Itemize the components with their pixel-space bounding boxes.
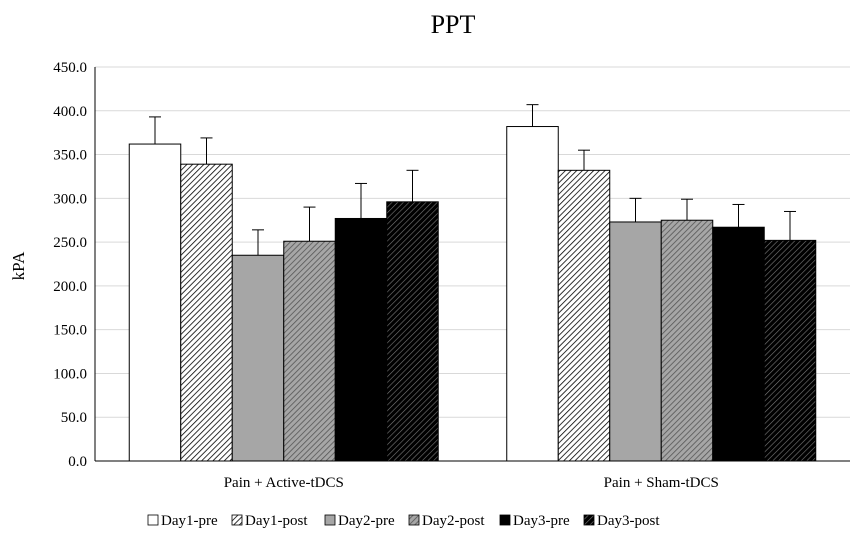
- legend-swatch: [147, 514, 159, 526]
- chart-title: PPT: [431, 10, 476, 39]
- bar-day2-post: [660, 219, 714, 462]
- bar-day3-post: [763, 239, 817, 462]
- category-labels: Pain + Active-tDCS Pain + Sham-tDCS: [224, 475, 719, 491]
- legend-entry: Day1-post: [245, 513, 308, 529]
- y-tick-label: 0.0: [68, 454, 87, 470]
- legend-swatch: [499, 514, 511, 526]
- category-label: Pain + Active-tDCS: [224, 475, 344, 491]
- y-tick-label: 400.0: [53, 104, 87, 120]
- legend-entry: Day2-pre: [338, 513, 395, 529]
- y-tick-label: 300.0: [53, 191, 87, 207]
- y-tick-label: 250.0: [53, 235, 87, 251]
- y-tick-label: 200.0: [53, 279, 87, 295]
- bar-day3-pre: [712, 226, 765, 462]
- bar-day1-pre: [128, 143, 182, 462]
- legend-swatch: [583, 514, 595, 526]
- bar-day1-post: [557, 169, 611, 462]
- y-tick-label: 50.0: [61, 410, 87, 426]
- bar-day3-post: [386, 201, 439, 462]
- bars: [128, 126, 817, 462]
- legend-entry: Day3-pre: [513, 513, 570, 529]
- category-label: Pain + Sham-tDCS: [604, 475, 719, 491]
- legend-swatch: [408, 514, 420, 526]
- legend-entry: Day3-post: [597, 513, 660, 529]
- bar-day2-pre: [609, 221, 662, 462]
- bar-day3-pre: [334, 217, 388, 462]
- legend-entry: Day1-pre: [161, 513, 218, 529]
- bar-day1-pre: [506, 126, 559, 462]
- axes: [94, 67, 850, 462]
- y-axis-label: kPA: [9, 251, 28, 280]
- y-tick-label: 100.0: [53, 366, 87, 382]
- legend-swatch: [231, 514, 243, 526]
- legend-swatch: [324, 514, 336, 526]
- bar-day1-post: [180, 163, 233, 462]
- error-bars: [149, 104, 796, 256]
- y-tick-label: 450.0: [53, 60, 87, 76]
- bar-day2-post: [283, 240, 336, 462]
- legend: Day1-pre Day1-post Day2-pre Day2-post Day3-p…: [147, 513, 660, 529]
- bar-day2-pre: [231, 254, 285, 462]
- y-tick-label: 150.0: [53, 323, 87, 339]
- legend-entry: Day2-post: [422, 513, 485, 529]
- y-tick-label: 350.0: [53, 148, 87, 164]
- y-tick-labels: 0.0 50.0 100.0 150.0 200.0 250.0 300.0 350.0 400…: [53, 60, 87, 470]
